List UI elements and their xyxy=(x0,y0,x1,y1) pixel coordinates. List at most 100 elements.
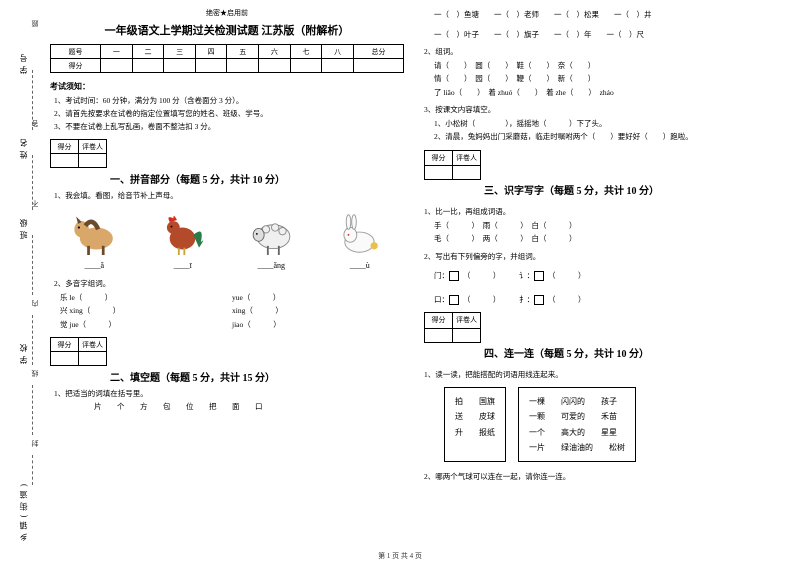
margin-label-name: 姓名 xyxy=(18,135,29,159)
poly-item: xing（ ） xyxy=(232,304,404,318)
part4-title: 四、连一连（每题 5 分，共计 10 分） xyxy=(424,346,778,364)
cell: 闪闪的 xyxy=(561,394,585,409)
cell: 绿油油的 xyxy=(561,440,593,455)
cell: 松树 xyxy=(609,440,625,455)
cell: 一片 xyxy=(529,440,545,455)
page-content: 绝密★启用前 一年级语文上学期过关检测试题 江苏版（附解析） 题号 一 二 三 … xyxy=(0,0,800,545)
margin-label-school: 学校 xyxy=(18,340,29,364)
part1-title: 一、拼音部分（每题 5 分，共计 10 分） xyxy=(50,171,404,186)
char-box xyxy=(449,271,459,281)
dash-line xyxy=(32,455,33,485)
poly-item: jiao（ ） xyxy=(232,318,404,332)
cell: 一个 xyxy=(529,425,545,440)
binding-margin: 学号 姓名 班级 学校 乡镇(街道) 题 答 不 内 线 封 xyxy=(0,0,40,545)
cell: 皮球 xyxy=(479,409,495,424)
th: 题号 xyxy=(51,45,101,59)
blank: ____ǎ xyxy=(64,261,124,270)
dash-line xyxy=(32,385,33,435)
right-column: 一（ ）鱼塘 一（ ）老师 一（ ）松果 一（ ）井 一（ ）叶子 一（ ）旗子… xyxy=(414,8,788,545)
cell: 禾苗 xyxy=(601,409,617,424)
page-footer: 第 1 页 共 4 页 xyxy=(0,551,800,561)
cell: 报纸 xyxy=(479,425,495,440)
mark-reviewer: 评卷人 xyxy=(453,150,481,166)
th: 三 xyxy=(164,45,196,59)
th: 四 xyxy=(195,45,227,59)
radical-tail: （ ） 扌： xyxy=(463,295,534,304)
dash-line xyxy=(32,155,33,210)
part1-q1: 1、我会填。看图，给音节补上声母。 xyxy=(54,190,404,203)
mark-score: 得分 xyxy=(51,338,79,352)
th: 五 xyxy=(227,45,259,59)
word-bank: 片 个 方 包 位 把 面 口 xyxy=(54,401,404,414)
margin-label-town: 乡镇(街道) xyxy=(18,480,29,541)
poly-item: yue（ ） xyxy=(232,291,404,305)
fill-text: 2、清晨，兔妈妈出门采蘑菇，临走时嘱咐两个（ ）要好好（ ）跑啦。 xyxy=(434,130,778,144)
cell: 升 xyxy=(455,425,463,440)
q2-label: 2、组词。 xyxy=(424,45,778,59)
notice-item: 3、不要在试卷上乱写乱画，卷面不整洁扣 3 分。 xyxy=(54,121,404,134)
radical-tail: （ ） 讠： xyxy=(463,271,534,280)
char-box xyxy=(449,295,459,305)
pinyin-blanks: ____ǎ ____ī ____ǎng ____ù xyxy=(50,261,404,270)
radical-row: 口： （ ） 扌： （ ） xyxy=(434,293,778,307)
mark-reviewer: 评卷人 xyxy=(453,313,481,329)
char-box xyxy=(534,271,544,281)
part1-q2: 2、多音字组词。 xyxy=(54,278,404,291)
blank: ____ù xyxy=(330,261,390,270)
notice-title: 考试须知： xyxy=(50,81,404,92)
cell: 拍 xyxy=(455,394,463,409)
match-boxes: 拍国旗 送皮球 升报纸 一棵闪闪的孩子 一颗可爱的禾苗 一个高大的星星 一片绿油… xyxy=(444,387,778,462)
notice-item: 1、考试时间：60 分钟，满分为 100 分（含卷面分 3 分）。 xyxy=(54,95,404,108)
margin-mark: 题 xyxy=(30,20,40,27)
match-box-a: 拍国旗 送皮球 升报纸 xyxy=(444,387,506,462)
th: 一 xyxy=(101,45,133,59)
cell: 国旗 xyxy=(479,394,495,409)
mark-score: 得分 xyxy=(51,140,79,154)
mark-reviewer: 评卷人 xyxy=(79,338,107,352)
margin-label-class: 班级 xyxy=(18,215,29,239)
mark-box: 得分评卷人 xyxy=(424,312,481,343)
rabbit-icon xyxy=(332,209,387,257)
animal-images xyxy=(50,209,404,257)
part3-q2: 2、写出有下列偏旁的字，并组词。 xyxy=(424,250,778,264)
th: 总分 xyxy=(353,45,403,59)
radical-tail2: （ ） xyxy=(548,295,586,304)
radical-label: 门： xyxy=(434,271,449,280)
dash-line xyxy=(32,235,33,295)
mark-score: 得分 xyxy=(425,150,453,166)
compare-row: 手（ ） 雨（ ） 白（ ） xyxy=(434,219,778,233)
zuci-row: 请（ ） 圆（ ） 鞋（ ） 奈（ ） xyxy=(434,59,778,73)
match-box-b: 一棵闪闪的孩子 一颗可爱的禾苗 一个高大的星星 一片绿油油的松树 xyxy=(518,387,636,462)
cell: 一颗 xyxy=(529,409,545,424)
td: 得分 xyxy=(51,59,101,73)
part4-q1: 1、读一读，把能搭配的词语用线连起来。 xyxy=(424,368,778,382)
cell: 高大的 xyxy=(561,425,585,440)
mark-box: 得分评卷人 xyxy=(424,150,481,181)
poly-item: 觉 jue（ ） xyxy=(60,318,232,332)
cell: 孩子 xyxy=(601,394,617,409)
q3-label: 3、按课文内容填空。 xyxy=(424,103,778,117)
char-box xyxy=(534,295,544,305)
cell: 星星 xyxy=(601,425,617,440)
sheep-icon xyxy=(244,209,299,257)
th: 二 xyxy=(132,45,164,59)
fill-line: 一（ ）叶子 一（ ）旗子 一（ ）年 一（ ）尺 xyxy=(434,28,778,42)
blank: ____ǎng xyxy=(241,261,301,270)
polyphone-grid: 乐 le（ ） yue（ ） 兴 xing（ ） xing（ ） 觉 jue（ … xyxy=(60,291,404,332)
part3-q1: 1、比一比，再组成词语。 xyxy=(424,205,778,219)
compare-row: 毛（ ） 两（ ） 白（ ） xyxy=(434,232,778,246)
fill-line: 一（ ）鱼塘 一（ ）老师 一（ ）松果 一（ ）井 xyxy=(434,8,778,22)
part2-q1: 1、把适当的词填在括号里。 xyxy=(54,388,404,401)
margin-mark: 内 xyxy=(30,300,40,307)
cell: 一棵 xyxy=(529,394,545,409)
radical-row: 门： （ ） 讠： （ ） xyxy=(434,269,778,283)
zuci-row: 情（ ） 园（ ） 鞭（ ） 新（ ） xyxy=(434,72,778,86)
th: 七 xyxy=(290,45,322,59)
poly-item: 兴 xing（ ） xyxy=(60,304,232,318)
mark-score: 得分 xyxy=(425,313,453,329)
dash-line xyxy=(32,70,33,130)
dash-line xyxy=(32,315,33,365)
radical-tail2: （ ） xyxy=(548,271,586,280)
notice-item: 2、请首先按要求在试卷的指定位置填写您的姓名、班级、学号。 xyxy=(54,108,404,121)
horse-icon xyxy=(67,209,122,257)
